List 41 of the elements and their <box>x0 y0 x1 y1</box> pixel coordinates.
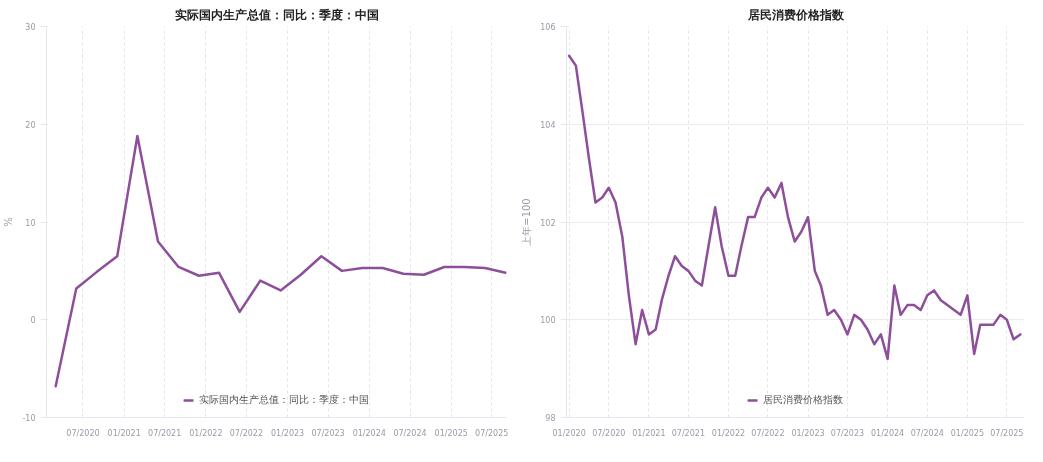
x-tick-label: 07/2025 <box>990 428 1024 438</box>
x-tick-label: 07/2020 <box>592 428 626 438</box>
x-tick-label: 01/2023 <box>270 428 305 438</box>
x-tick-label: 07/2023 <box>311 428 345 438</box>
x-tick-label: 07/2021 <box>671 428 705 438</box>
x-tick-label: 07/2022 <box>229 428 264 438</box>
y-tick-label: 0 <box>30 316 36 326</box>
x-tick-label: 01/2020 <box>552 428 586 438</box>
x-tick-label: 01/2021 <box>107 428 141 438</box>
x-tick-label: 01/2022 <box>711 428 746 438</box>
y-tick-label: 30 <box>25 23 36 32</box>
chart-title: 居民消费价格指数 <box>746 7 845 22</box>
y-tick-label: 100 <box>540 316 556 326</box>
x-tick-label: 01/2022 <box>189 428 223 438</box>
y-tick-label: 102 <box>540 218 556 228</box>
y-tick-label: 104 <box>540 120 556 130</box>
x-tick-label: 01/2025 <box>434 428 468 438</box>
line-series <box>54 134 507 388</box>
x-tick-label: 07/2025 <box>475 428 509 438</box>
x-tick-label: 07/2023 <box>830 428 865 438</box>
legend-label: 实际国内生产总值：同比：季度：中国 <box>198 393 369 407</box>
y-tick-label: 10 <box>25 218 36 228</box>
x-tick-label: 07/2022 <box>751 428 785 438</box>
line-series <box>567 54 1022 361</box>
x-tick-label: 01/2023 <box>791 428 825 438</box>
y-tick-label: 106 <box>540 23 556 32</box>
legend-label: 居民消费价格指数 <box>762 393 843 407</box>
y-tick-label: 98 <box>545 414 556 423</box>
x-tick-label: 07/2021 <box>148 428 182 438</box>
y-axis-title: 上年=100 <box>521 198 533 246</box>
x-tick-label: 01/2025 <box>950 428 984 438</box>
x-tick-label: 07/2024 <box>910 428 944 438</box>
x-tick-label: 01/2021 <box>632 428 666 438</box>
x-tick-label: 01/2024 <box>870 428 905 438</box>
x-tick-label: 07/2024 <box>393 428 427 438</box>
y-tick-label: 20 <box>25 120 36 130</box>
y-axis-title: % <box>3 217 15 227</box>
y-tick-label: -10 <box>22 414 36 423</box>
x-tick-label: 01/2024 <box>352 428 386 438</box>
chart-title: 实际国内生产总值：同比：季度：中国 <box>174 7 379 22</box>
x-tick-label: 07/2020 <box>66 428 100 438</box>
